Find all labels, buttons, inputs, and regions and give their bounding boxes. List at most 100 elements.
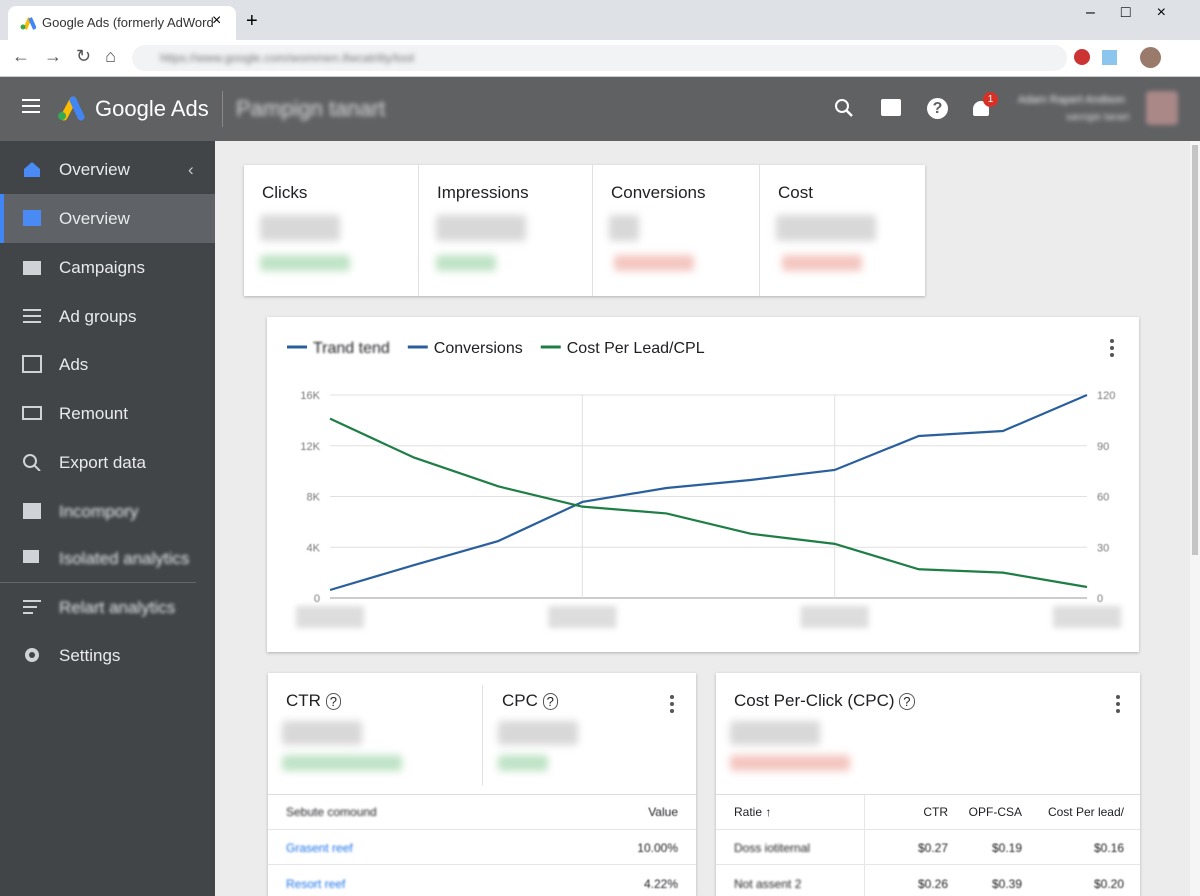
menu[interactable] [22,99,40,101]
series-line [329,393,1088,592]
row-lines [716,794,1140,795]
nav-item[interactable]: Settings [0,631,215,680]
nav-label: Ads [59,354,89,374]
blurred-delta [782,255,862,271]
table-header[interactable]: OPF-CSA [968,805,1022,819]
scrollbar [1190,141,1200,896]
nav-item[interactable]: Ad groups [0,292,215,341]
series-line [329,417,1088,589]
nav-label: Campaigns [59,257,145,277]
blurred-x-label [548,606,617,628]
nav-item[interactable]: Remount [0,389,215,438]
scroll-thumb[interactable] [1192,145,1198,555]
notification-badge: 1 [983,92,998,107]
blurred-value [776,215,876,241]
blurred-delta [282,755,402,771]
campaign-name[interactable]: Pampign tanart [236,96,386,121]
kpi-card: Clicks Impressions Conversions Cost [244,165,925,296]
user-name: Adam Rapert Andison [1018,94,1126,106]
profile[interactable] [1140,47,1161,68]
kpi-label[interactable]: Cost [778,183,813,202]
blurred-x-label [1053,606,1121,628]
nav-label: Overview [59,208,130,228]
table-cell-link[interactable]: Grasent reef [286,841,353,855]
y-tick-label: 12K [300,441,320,453]
omnibox[interactable]: https://www.google.com/wommen.ifwcatrlit… [132,45,1067,71]
card-title: CTR ? [286,691,341,711]
nav-label: Relart analytics [59,597,176,617]
nav-label: Isolated analytics [59,548,190,568]
metric-label: CTR [286,691,321,710]
nav-item-active[interactable]: Overview [0,194,215,243]
legend-label: Cost Per Lead/CPL [567,340,705,357]
card-title-text: Cost Per-Click (CPC) [734,691,895,710]
kpi-label[interactable]: Impressions [437,183,529,202]
y-tick-label: 8K [307,492,321,504]
address-bar: ←→↻⌂ https://www.google.com/wommen.ifwca… [0,40,1200,77]
y-tick-label: 16K [300,390,320,402]
more-menu[interactable] [1110,339,1114,343]
blurred-x-label [296,606,364,628]
table-header[interactable]: Ratie ↑ [734,805,772,819]
user-account: sanngie tanart [1066,112,1130,123]
blurred-delta [260,255,350,271]
card-title: Cost Per-Click (CPC) ? [734,691,915,711]
avatar[interactable] [1146,91,1178,125]
tab-close[interactable]: × [212,12,222,29]
tab-icon [20,17,36,30]
table-cell: $0.16 [1093,841,1124,855]
extension[interactable] [1074,49,1090,65]
blurred-value [730,721,820,745]
more-menu[interactable] [670,695,674,699]
kpi-label[interactable]: Clicks [262,183,308,202]
nav-buttons[interactable]: ←→↻⌂ [12,46,130,66]
nav-item[interactable]: Campaigns [0,243,215,292]
sidebar: Overview ‹ Overview Campaigns Ad groups A… [0,141,215,896]
extension[interactable] [1102,50,1117,65]
nav-item[interactable]: Ads [0,340,215,389]
nav-label: Remount [59,403,128,423]
row-lines [268,794,696,795]
search-icon[interactable] [834,98,854,118]
new-tab[interactable]: + [246,10,258,32]
divider [482,685,483,785]
tab-title: Google Ads (formerly AdWord [42,15,214,30]
reports-icon[interactable] [881,99,901,116]
nav-item[interactable]: Export data [0,438,215,487]
cpc-card: Cost Per-Click (CPC) ? Ratie ↑ CTR OPF-C… [716,673,1140,896]
legend-label: Trand tend [313,340,390,357]
window-controls[interactable]: –□× [1086,4,1192,21]
blurred-value [282,721,362,745]
tab[interactable]: Google Ads (formerly AdWord × [8,6,236,40]
y2-tick-label: 120 [1097,390,1115,402]
blurred-value [498,721,578,745]
url: https://www.google.com/wommen.ifwcatrlit… [160,51,415,65]
blurred-value [436,215,526,241]
logo [58,96,85,121]
table-header[interactable]: Sebute comound [286,805,377,819]
blurred-delta [730,755,850,771]
more-menu[interactable] [1116,695,1120,699]
nav-item[interactable]: Isolated analytics [0,534,215,583]
metric-label: CPC [502,691,538,710]
table-cell-link[interactable]: Resort reef [286,877,346,891]
blurred-delta [436,255,496,271]
table-header[interactable]: Cost Per lead/ [1047,805,1124,819]
nav-item[interactable]: Relart analytics [0,583,215,632]
table-cell: 4.22% [643,877,678,891]
table-header[interactable]: Value [648,805,678,819]
y2-tick-label: 30 [1097,542,1109,554]
divider [418,165,419,296]
help-icon[interactable]: ? [927,98,948,119]
nav-label: Export data [59,452,146,472]
nav-label: Overview [59,159,130,179]
separator [0,582,196,583]
kpi-label[interactable]: Conversions [611,183,706,202]
nav-item[interactable]: Incompory [0,487,215,536]
column-line [864,794,865,896]
tab-strip: Google Ads (formerly AdWord × + –□× [0,0,1200,40]
nav-item[interactable]: Overview ‹ [0,145,215,194]
y-tick-label: 4K [307,542,321,554]
table-header[interactable]: CTR [923,805,948,819]
chart: 0 4K 8K 12K 16K 0 30 60 90 120 Trand tend Conversio… [287,340,1121,628]
